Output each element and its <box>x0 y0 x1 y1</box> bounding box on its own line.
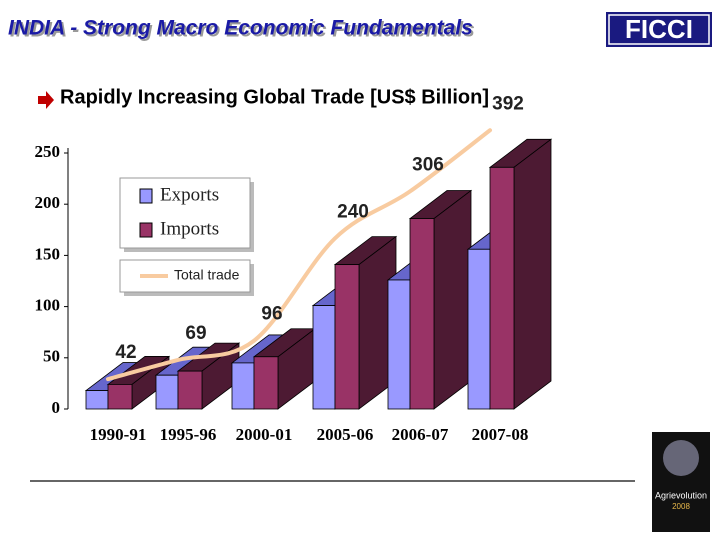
x-tick-label: 2005-06 <box>317 425 374 444</box>
bar <box>488 138 553 410</box>
y-tick-label: 100 <box>35 296 61 315</box>
bar-front <box>155 374 179 410</box>
data-label: 392 <box>492 93 524 114</box>
total-line <box>106 128 492 382</box>
bar-side <box>433 189 472 410</box>
legend-label: Imports <box>160 218 219 239</box>
bar-front <box>334 264 360 410</box>
logo-box <box>606 12 712 47</box>
y-tick-label: 150 <box>35 244 61 263</box>
legend-label: Total trade <box>174 267 240 283</box>
y-tick-label: 50 <box>43 347 60 366</box>
bar-front <box>253 356 279 410</box>
x-tick-label: 1990-91 <box>90 425 147 444</box>
data-label: 42 <box>115 342 136 363</box>
logo-frame <box>608 14 710 45</box>
legend-swatch <box>139 188 153 204</box>
data-label: 306 <box>412 154 444 175</box>
bar-front <box>387 279 411 410</box>
y-tick-label: 250 <box>35 142 61 161</box>
footer-logo-year: 2008 <box>672 502 690 511</box>
slide-title: INDIA - Strong Macro Economic Fundamenta… <box>8 17 473 40</box>
x-tick-label: 2007-08 <box>472 425 529 444</box>
bar-front <box>312 305 336 410</box>
bar <box>333 235 398 410</box>
y-tick-label: 0 <box>52 398 61 417</box>
data-label: 69 <box>185 323 206 344</box>
title-shadow: INDIA - Strong Macro Economic Fundamenta… <box>10 19 475 42</box>
data-label: 96 <box>261 304 282 325</box>
chart-subtitle: Rapidly Increasing Global Trade [US$ Bil… <box>60 86 489 108</box>
footer-logo-globe <box>663 440 699 476</box>
x-tick-label: 2006-07 <box>392 425 449 444</box>
bar <box>252 327 317 410</box>
x-tick-label: 2000-01 <box>236 425 293 444</box>
chart: 0 50 100 150 200 250 1990-91 1995-96 2000-01 2005… <box>35 93 553 444</box>
footer-logo-title: Agrievolution <box>655 490 707 500</box>
bullet-arrow <box>38 91 54 109</box>
logo-text: FICCI <box>625 14 693 44</box>
bar-front <box>467 248 491 410</box>
y-tick-label: 200 <box>35 193 61 212</box>
bar-front <box>85 390 109 410</box>
bar-front <box>409 218 435 410</box>
bar-side <box>513 138 552 410</box>
bar-front <box>489 166 515 410</box>
bar-front <box>231 362 255 410</box>
legend-label: Exports <box>160 184 219 205</box>
bar-front <box>177 370 203 410</box>
x-tick-label: 1995-96 <box>160 425 217 444</box>
legend-swatch <box>139 222 153 238</box>
data-label: 240 <box>337 201 369 222</box>
bar-front <box>107 384 133 410</box>
bar <box>408 189 473 410</box>
